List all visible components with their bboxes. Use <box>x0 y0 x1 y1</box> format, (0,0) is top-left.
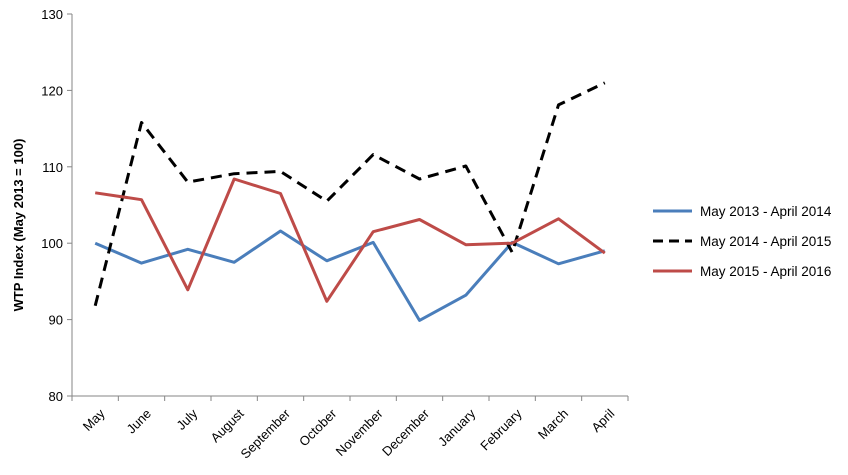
y-tick-label: 120 <box>41 83 63 98</box>
x-tick-label: January <box>435 406 479 450</box>
x-tick-label: July <box>173 406 200 433</box>
x-tick-label: October <box>296 405 340 449</box>
x-tick-label: September <box>237 405 293 461</box>
legend-label-3: May 2015 - April 2016 <box>700 264 831 279</box>
x-tick-label: December <box>379 405 432 458</box>
x-tick-label: August <box>207 406 246 445</box>
y-axis-label: WTP Index (May 2013 = 100) <box>11 139 26 312</box>
x-tick-label: May <box>80 406 108 434</box>
y-tick-label: 100 <box>41 236 63 251</box>
y-tick-label: 110 <box>42 160 63 175</box>
y-tick-label: 80 <box>49 389 63 404</box>
series-lines <box>93 81 606 322</box>
x-tick-label: June <box>124 406 155 437</box>
legend-label-1: May 2013 - April 2014 <box>700 204 832 219</box>
x-tick-label: February <box>477 406 525 454</box>
axes <box>67 13 629 401</box>
x-tick-label: November <box>333 405 386 458</box>
legend: May 2013 - April 2014 May 2014 - April 20… <box>653 204 832 279</box>
y-tick-label: 90 <box>49 313 63 328</box>
legend-label-2: May 2014 - April 2015 <box>700 234 831 249</box>
x-tick-label: April <box>588 406 617 435</box>
y-tick-label: 130 <box>41 7 63 22</box>
y-tick-labels: 80 90 100 110 120 130 <box>41 7 63 404</box>
x-tick-label: March <box>535 406 571 442</box>
series-line-3 <box>94 177 606 303</box>
series-line-2 <box>93 81 606 307</box>
series-line-1 <box>94 229 606 322</box>
